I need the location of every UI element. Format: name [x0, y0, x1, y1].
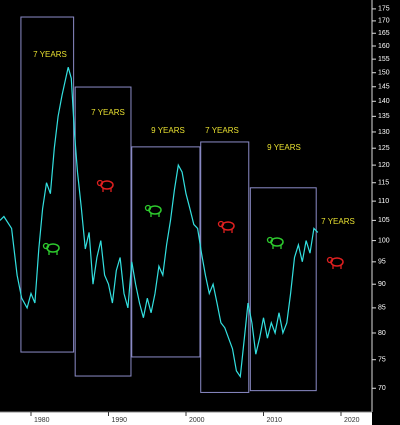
x-tick-label: 1980: [34, 417, 50, 424]
bear-icon: [326, 256, 344, 269]
bull-icon: [144, 204, 162, 217]
y-tick-label: 155: [378, 56, 390, 63]
period-label: 9 YEARS: [267, 143, 301, 152]
y-tick-label: 160: [378, 43, 390, 50]
period-box: [200, 141, 250, 393]
y-tick-label: 75: [378, 357, 386, 364]
period-label: 7 YEARS: [91, 108, 125, 117]
y-tick-label: 95: [378, 259, 386, 266]
y-tick-label: 170: [378, 18, 390, 25]
line-series: [0, 67, 319, 379]
period-box: [74, 86, 132, 377]
period-label: 7 YEARS: [205, 126, 239, 135]
y-tick-label: 70: [378, 385, 386, 392]
y-tick-label: 100: [378, 237, 390, 244]
y-tick-label: 140: [378, 98, 390, 105]
period-box: [131, 146, 201, 358]
y-tick-label: 110: [378, 198, 389, 205]
y-tick-label: 115: [378, 180, 389, 187]
x-tick-label: 2000: [189, 417, 205, 424]
period-box: [20, 16, 75, 353]
x-tick-label: 1990: [112, 417, 128, 424]
bull-icon: [42, 242, 60, 255]
period-label: 7 YEARS: [33, 50, 67, 59]
y-tick-label: 85: [378, 305, 386, 312]
y-tick-label: 120: [378, 162, 390, 169]
y-tick-label: 145: [378, 84, 390, 91]
y-tick-label: 135: [378, 113, 390, 120]
y-tick-label: 90: [378, 281, 386, 288]
bear-icon: [217, 220, 235, 233]
period-label: 9 YEARS: [151, 126, 185, 135]
y-tick-label: 80: [378, 330, 386, 337]
period-label: 7 YEARS: [321, 217, 355, 226]
x-tick-label: 2010: [267, 417, 283, 424]
x-tick-label: 2020: [344, 417, 360, 424]
period-box: [249, 187, 317, 392]
y-tick-label: 175: [378, 6, 390, 13]
bear-icon: [96, 179, 114, 192]
y-tick-label: 125: [378, 145, 390, 152]
y-tick-label: 105: [378, 217, 390, 224]
y-tick-label: 150: [378, 70, 390, 77]
y-tick-label: 130: [378, 129, 390, 136]
bull-icon: [266, 236, 284, 249]
x-axis-band: [0, 412, 372, 425]
y-tick-label: 165: [378, 30, 390, 37]
